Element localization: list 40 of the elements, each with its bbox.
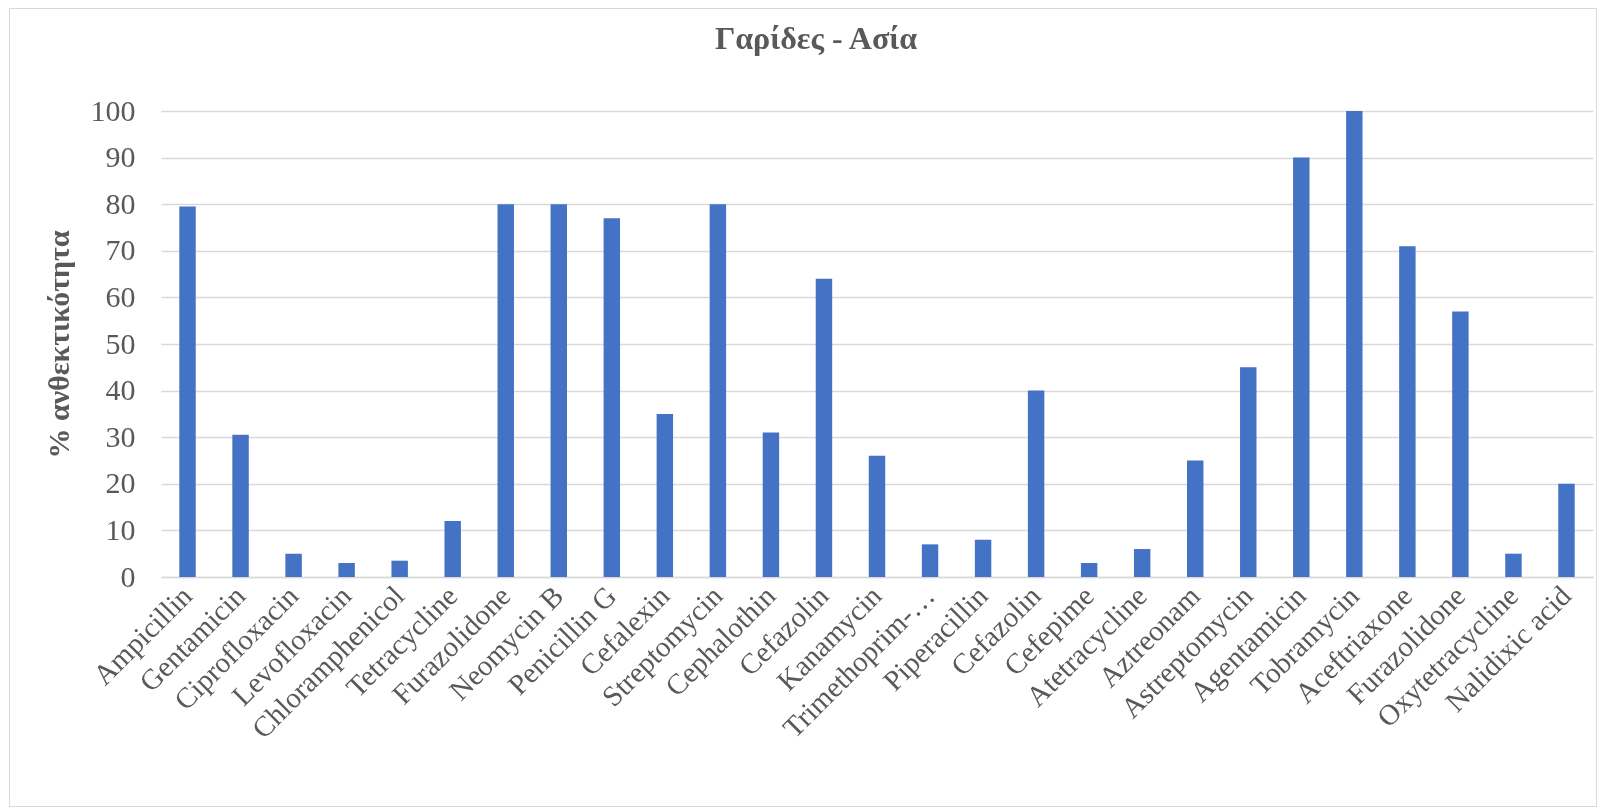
bar xyxy=(921,544,939,577)
bar xyxy=(179,206,196,577)
y-axis-title: % ανθεκτικότητα xyxy=(41,230,75,459)
bar xyxy=(232,434,249,577)
bar xyxy=(338,563,355,577)
bar xyxy=(497,204,514,577)
bar xyxy=(709,204,727,577)
bar xyxy=(1452,311,1469,577)
y-tick-label: 100 xyxy=(90,93,136,127)
bar xyxy=(1080,563,1098,577)
y-tick-label: 20 xyxy=(105,466,136,500)
bar xyxy=(1293,157,1310,577)
bar xyxy=(1133,549,1151,577)
bar xyxy=(550,204,567,577)
y-tick-label: 0 xyxy=(120,559,136,593)
chart-title: Γαρίδες - Ασία xyxy=(714,20,918,56)
bar xyxy=(444,521,461,577)
y-tick-label: 40 xyxy=(105,373,136,407)
bar xyxy=(1346,111,1363,577)
bar xyxy=(603,218,621,577)
bar xyxy=(762,432,780,577)
y-tick-label: 90 xyxy=(105,140,136,174)
y-tick-label: 80 xyxy=(105,186,136,220)
bar xyxy=(285,553,302,577)
y-tick-label: 70 xyxy=(105,233,136,267)
bar xyxy=(1240,367,1257,577)
bar xyxy=(974,539,992,577)
y-tick-label: 60 xyxy=(105,279,136,313)
bar xyxy=(1558,483,1575,577)
bar xyxy=(1399,246,1416,577)
y-tick-label: 30 xyxy=(105,419,136,453)
bar xyxy=(868,455,886,577)
bar xyxy=(391,560,408,577)
y-tick-label: 50 xyxy=(105,326,136,360)
bar xyxy=(1187,460,1204,577)
y-tick-label: 10 xyxy=(105,512,136,546)
bar xyxy=(656,413,674,577)
bar xyxy=(815,278,833,577)
bar xyxy=(1027,390,1045,577)
bar xyxy=(1505,553,1522,577)
